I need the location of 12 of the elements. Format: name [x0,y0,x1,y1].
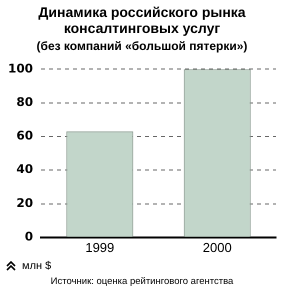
chart-subtitle: (без компаний «большой пятерки») [36,39,248,54]
y-tick-label: 0 [24,230,34,244]
y-tick-label: 20 [16,196,34,210]
y-tick-label: 100 [8,61,34,76]
y-tick-label: 40 [16,162,34,176]
y-tick-label: 80 [16,94,34,109]
x-tick-label: 2000 [202,240,232,255]
text: Источник: оценка рейтингового агентства [50,276,234,287]
chart-title: Динамика российского рынка консалтинговых услуг [37,3,247,36]
y-axis-title: млн $ [22,260,52,272]
y-tick-label: 60 [16,128,34,143]
x-tick-label: 1999 [85,240,114,255]
